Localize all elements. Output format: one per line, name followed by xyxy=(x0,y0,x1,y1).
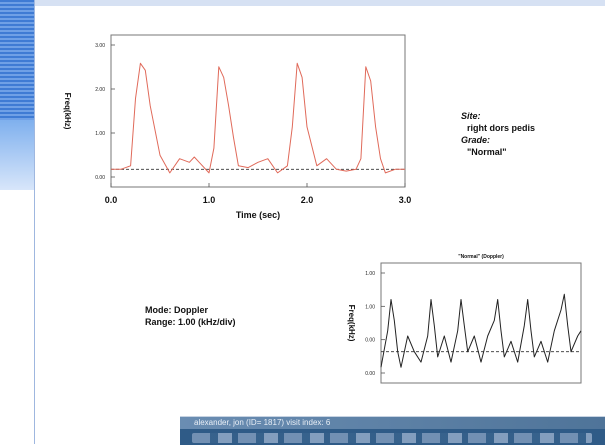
panel-top-bar xyxy=(35,0,605,6)
window-title: alexander, jon (ID= 1817) visit index: 6 xyxy=(180,417,605,429)
series-line xyxy=(111,62,405,174)
series-line xyxy=(380,293,582,368)
plot-frame xyxy=(380,262,582,384)
site-label: Site: xyxy=(461,111,481,121)
y-tick-label: 1.00 xyxy=(95,131,105,137)
mode-text: Mode: Doppler xyxy=(145,305,208,315)
background-gradient xyxy=(0,120,34,190)
x-tick-label: 1.0 xyxy=(203,195,216,205)
window-content-strip xyxy=(192,433,592,443)
waveform-chart-main: 3.00 2.00 1.00 0.00 0.0 1.0 2.0 3.0 Freq(kHz) Tim… xyxy=(63,34,412,220)
grade-value: "Normal" xyxy=(467,147,507,157)
waveform-chart-small: 1.00 1.00 0.00 0.00 Freq(kHz) "Normal" (Doppl… xyxy=(347,254,582,384)
y-axis-label: Freq(kHz) xyxy=(63,93,72,130)
plot-frame xyxy=(110,34,406,188)
chart-title: "Normal" (Doppler) xyxy=(458,254,504,260)
site-value: right dors pedis xyxy=(467,123,536,133)
y-tick-label: 2.00 xyxy=(95,87,105,93)
y-tick-label: 3.00 xyxy=(95,43,105,49)
x-tick-label: 3.0 xyxy=(399,195,412,205)
site-grade-info: Site: right dors pedis Grade: "Normal" xyxy=(461,110,535,158)
y-tick-label: 1.00 xyxy=(365,271,375,277)
y-tick-label: 1.00 xyxy=(365,304,375,310)
y-axis-label: Freq(kHz) xyxy=(347,305,356,342)
mode-range-info: Mode: Doppler Range: 1.00 (kHz/div) xyxy=(145,304,236,328)
range-text: Range: 1.00 (kHz/div) xyxy=(145,317,236,327)
y-tick-label: 0.00 xyxy=(365,338,375,344)
grade-label: Grade: xyxy=(461,135,491,145)
y-tick-label: 0.00 xyxy=(95,175,105,181)
x-axis-label: Time (sec) xyxy=(236,210,280,220)
y-tick-label: 0.00 xyxy=(365,371,375,377)
viewer-window[interactable]: alexander, jon (ID= 1817) visit index: 6 xyxy=(180,416,605,445)
report-panel: 3.00 2.00 1.00 0.00 0.0 1.0 2.0 3.0 Freq(kHz) Tim… xyxy=(34,0,605,444)
x-tick-label: 2.0 xyxy=(301,195,314,205)
x-tick-label: 0.0 xyxy=(105,195,118,205)
